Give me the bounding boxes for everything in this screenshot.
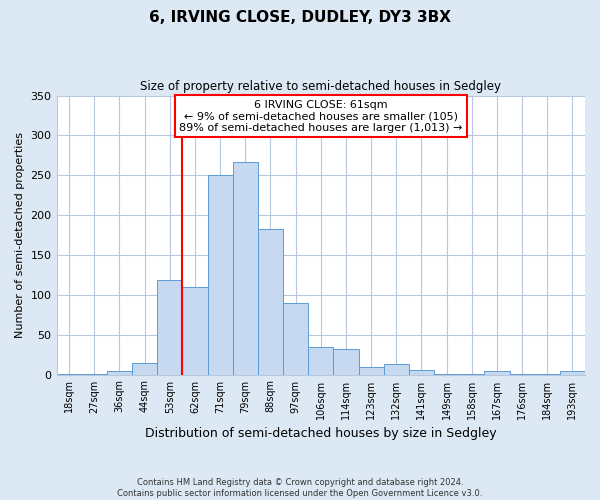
Bar <box>334 349 359 374</box>
Bar <box>560 372 585 374</box>
Text: Contains HM Land Registry data © Crown copyright and database right 2024.
Contai: Contains HM Land Registry data © Crown c… <box>118 478 482 498</box>
Bar <box>157 280 182 374</box>
Title: Size of property relative to semi-detached houses in Sedgley: Size of property relative to semi-detach… <box>140 80 501 93</box>
Bar <box>208 176 233 374</box>
Bar <box>383 364 409 374</box>
Bar <box>409 370 434 374</box>
Text: 6 IRVING CLOSE: 61sqm
← 9% of semi-detached houses are smaller (105)
89% of semi: 6 IRVING CLOSE: 61sqm ← 9% of semi-detac… <box>179 100 463 133</box>
Bar <box>132 362 157 374</box>
Bar <box>484 370 509 374</box>
X-axis label: Distribution of semi-detached houses by size in Sedgley: Distribution of semi-detached houses by … <box>145 427 497 440</box>
Text: 6, IRVING CLOSE, DUDLEY, DY3 3BX: 6, IRVING CLOSE, DUDLEY, DY3 3BX <box>149 10 451 25</box>
Bar <box>308 346 334 374</box>
Bar <box>258 228 283 374</box>
Bar <box>233 162 258 374</box>
Bar <box>182 287 208 374</box>
Bar <box>283 303 308 374</box>
Bar <box>107 370 132 374</box>
Bar <box>359 366 383 374</box>
Y-axis label: Number of semi-detached properties: Number of semi-detached properties <box>15 132 25 338</box>
